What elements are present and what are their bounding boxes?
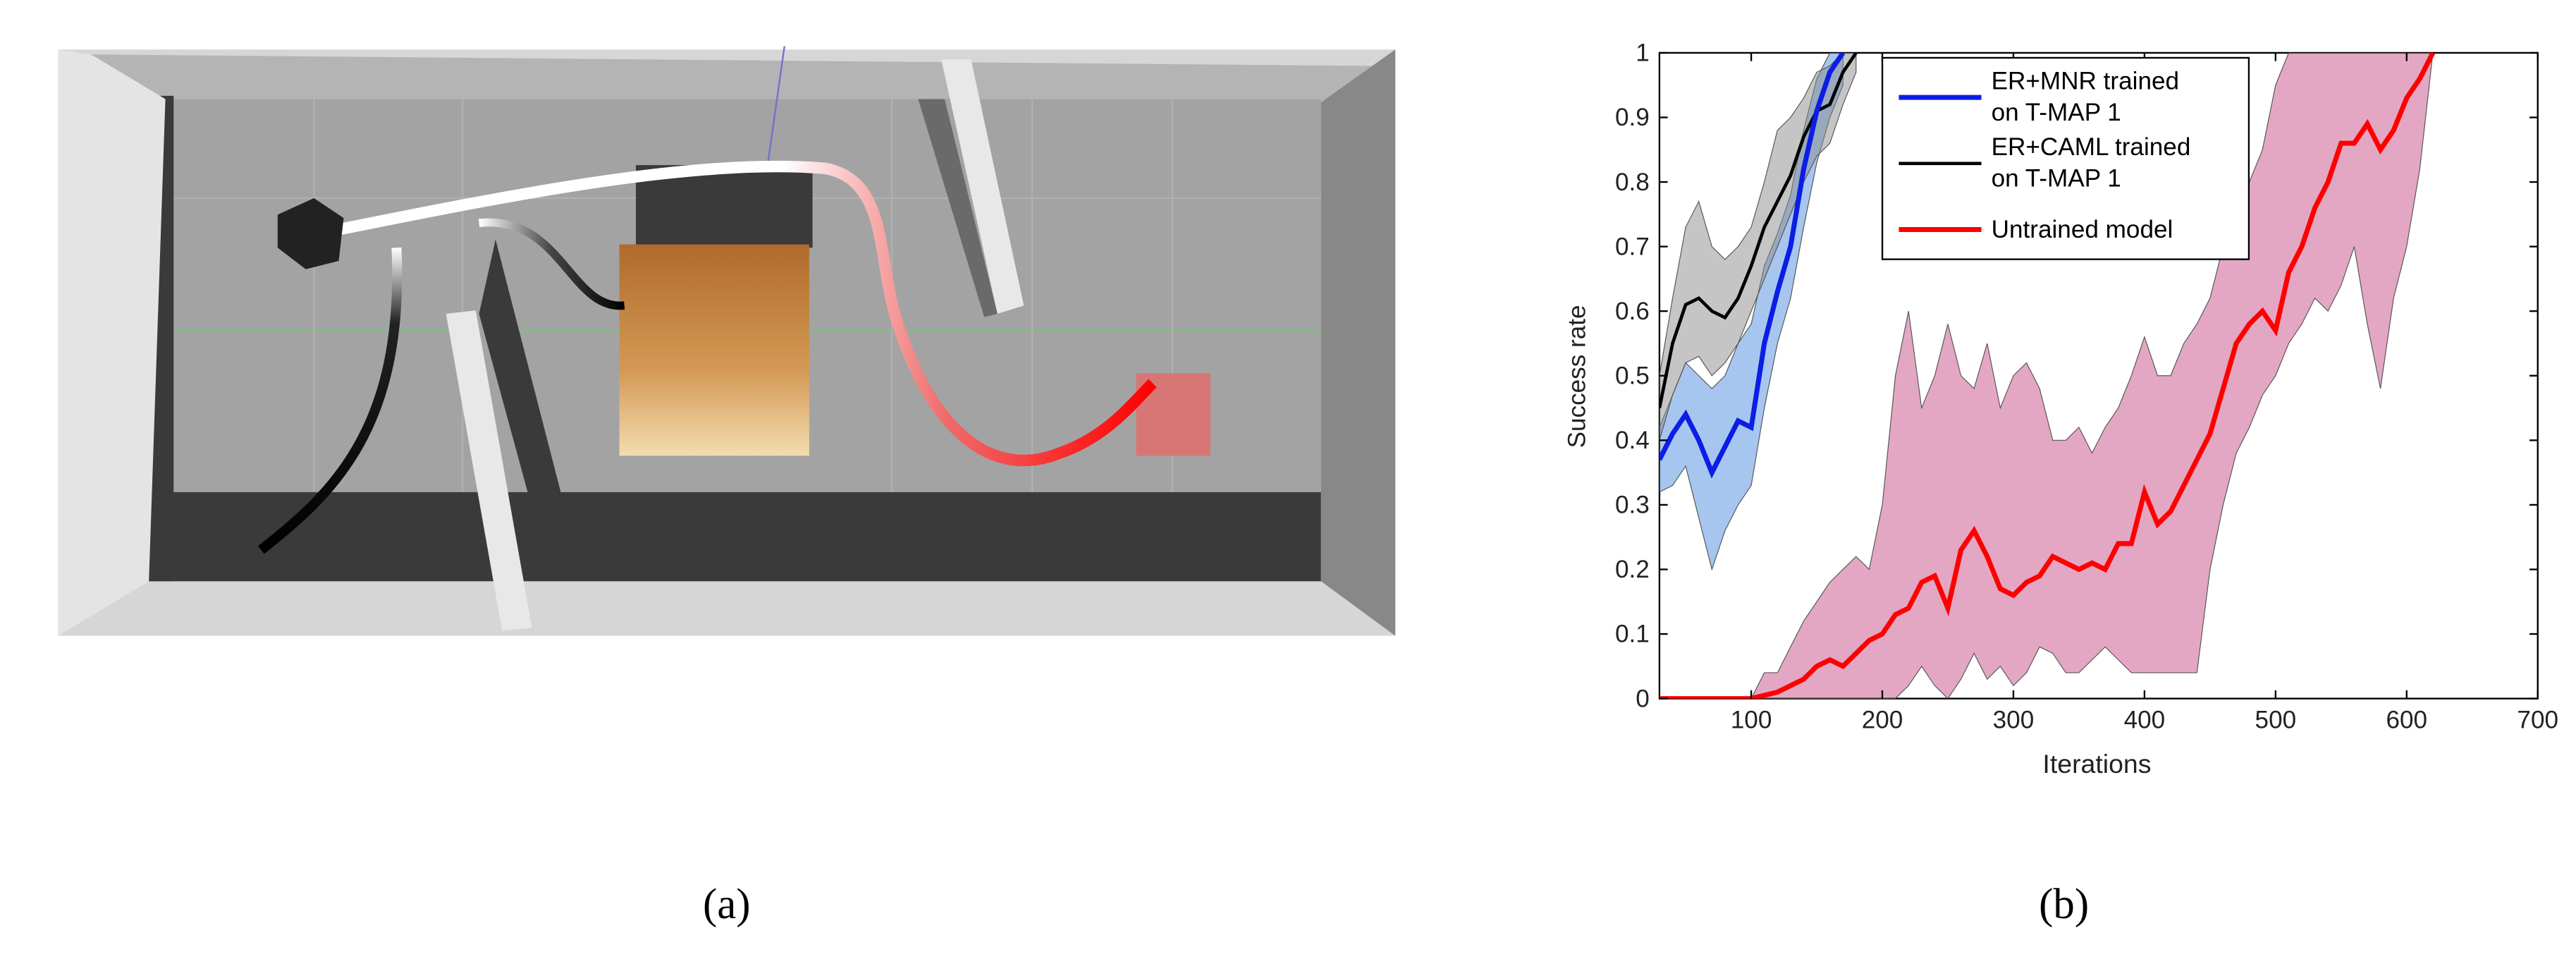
x-tick-label: 500 [2255, 707, 2297, 734]
legend-box [1881, 56, 2250, 260]
partition [446, 310, 532, 631]
y-tick-label: 0.4 [1615, 427, 1650, 454]
top-wall [91, 54, 1387, 103]
y-tick-label: 0.2 [1615, 556, 1650, 583]
robot [277, 198, 344, 269]
y-tick-label: 0.7 [1615, 233, 1650, 260]
floor-grid [165, 46, 1321, 496]
trajectory [258, 247, 403, 554]
partition [941, 59, 1024, 314]
legend: ER+MNR trained on T-MAP 1ER+CAML trained… [1881, 56, 2250, 260]
partition-shadow [479, 239, 562, 496]
side-wall [1320, 49, 1396, 636]
trajectory [478, 218, 625, 310]
y-tick-label: 0.5 [1615, 362, 1650, 389]
x-axis-label: Iterations [2042, 749, 2151, 779]
x-tick-label: 100 [1731, 707, 1772, 734]
side-wall [58, 49, 166, 636]
wall-shadow [149, 492, 1321, 582]
legend-label-box: ER+CAML trained on T-MAP 1 [1991, 133, 2191, 193]
caption: (b) [2039, 881, 2089, 928]
scene [58, 46, 1396, 636]
x-tick-label: 400 [2124, 707, 2166, 734]
line [1659, 52, 1858, 409]
legend-label: Untrained model [1991, 215, 2173, 244]
legend-label: ER+MNR trained on T-MAP 1 [1991, 68, 2180, 128]
legend-label: ER+CAML trained on T-MAP 1 [1991, 133, 2191, 193]
y-tick-label: 1 [1636, 39, 1650, 67]
legend-label-box: ER+MNR trained on T-MAP 1 [1991, 68, 2180, 128]
y-tick-label: 0.8 [1615, 169, 1650, 196]
x-tick-label: 200 [1862, 707, 1903, 734]
partition-shadow [918, 99, 998, 317]
wall-shadow [149, 95, 174, 582]
x-tick-label: 700 [2517, 707, 2558, 734]
y-axis-label: Success rate [1564, 305, 1591, 448]
line [1659, 52, 1846, 479]
caption: (a) [703, 881, 751, 928]
line [1659, 52, 2436, 699]
y-tick-label: 0.9 [1615, 104, 1650, 131]
axes: 100 200 300 400 500 600 700 0 0.1 0.2 0.3 0.4 0.5 0.6… [1615, 39, 2558, 734]
x-tick-label: 600 [2386, 707, 2427, 734]
y-tick-label: 0.3 [1615, 492, 1650, 519]
y-tick-label: 0 [1636, 685, 1650, 712]
block [635, 165, 813, 248]
x-tick-label: 300 [1993, 707, 2035, 734]
legend-label-box: Untrained model [1991, 215, 2173, 244]
y-tick-label: 0.6 [1615, 298, 1650, 325]
y-tick-label: 0.1 [1615, 621, 1650, 648]
wood-box [619, 244, 809, 456]
trajectory [329, 160, 1157, 467]
